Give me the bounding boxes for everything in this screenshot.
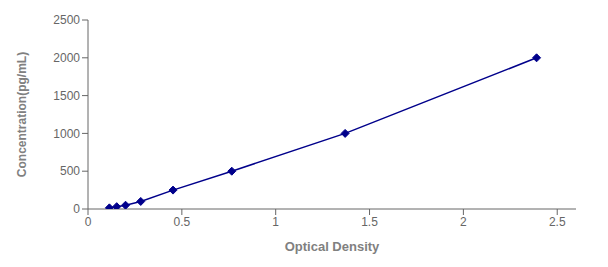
svg-text:Optical Density: Optical Density <box>285 239 380 254</box>
svg-text:0: 0 <box>73 202 80 216</box>
svg-text:2000: 2000 <box>53 51 80 65</box>
svg-text:2500: 2500 <box>53 13 80 27</box>
svg-text:0.5: 0.5 <box>174 215 191 229</box>
svg-text:Concentration(pg/mL): Concentration(pg/mL) <box>15 52 29 177</box>
svg-text:1000: 1000 <box>53 127 80 141</box>
svg-text:500: 500 <box>60 164 80 178</box>
svg-text:1500: 1500 <box>53 89 80 103</box>
svg-text:1: 1 <box>272 215 279 229</box>
svg-text:2.5: 2.5 <box>549 215 566 229</box>
svg-text:2: 2 <box>460 215 467 229</box>
svg-text:1.5: 1.5 <box>361 215 378 229</box>
svg-text:0: 0 <box>85 215 92 229</box>
